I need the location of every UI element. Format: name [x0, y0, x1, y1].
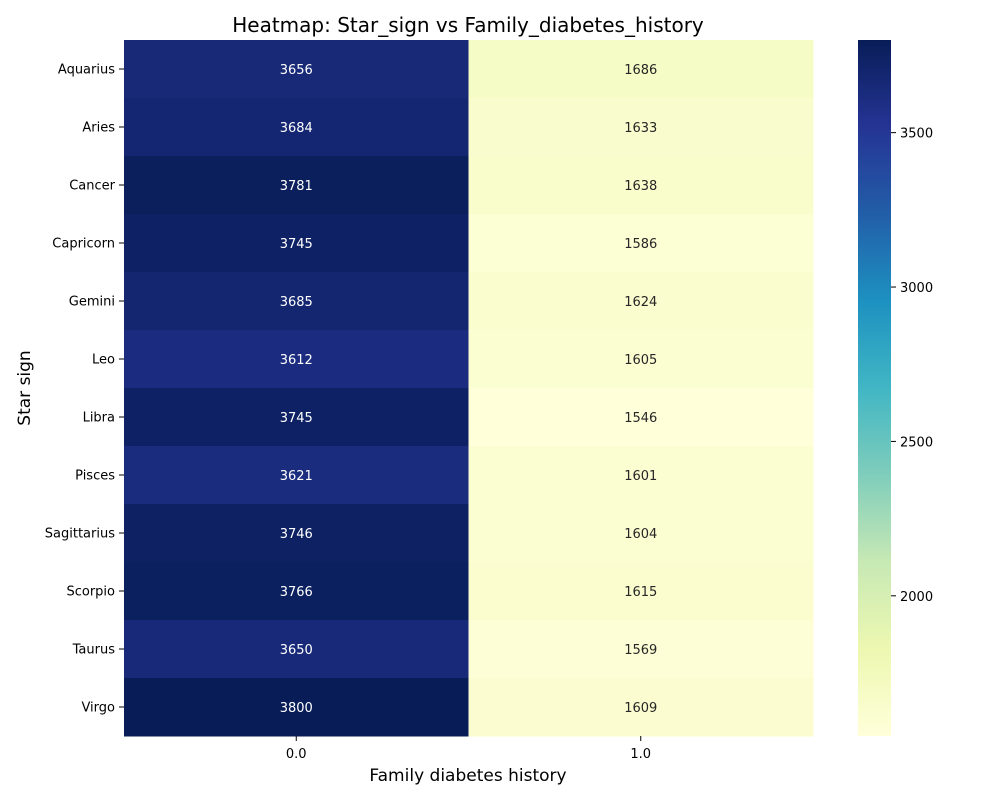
- heatmap-cell: [468, 388, 814, 447]
- y-axis-ticks: Aquarius Aries Cancer Capricorn Gemini Leo Lib…: [45, 63, 124, 716]
- chart-title: Heatmap: Star_sign vs Family_diabetes_hi…: [232, 13, 704, 37]
- cell-value-label: 3766: [280, 585, 313, 600]
- heatmap-cell: [124, 562, 469, 621]
- cell-value-label: 3745: [280, 411, 313, 426]
- cell-value-label: 3612: [280, 353, 313, 368]
- cell-value-label: 1638: [624, 179, 657, 194]
- heatmap-cell: [468, 272, 814, 331]
- y-tick-label: Gemini: [69, 295, 115, 310]
- cell-value-label: 1615: [624, 585, 657, 600]
- heatmap-cell: [468, 446, 814, 505]
- colorbar-tick-label: 2500: [900, 435, 933, 450]
- cell-value-label: 1633: [624, 121, 657, 136]
- heatmap-cell: [468, 214, 814, 273]
- y-tick-label: Capricorn: [52, 237, 115, 252]
- cell-value-label: 1605: [624, 353, 657, 368]
- cell-value-label: 3621: [280, 469, 313, 484]
- heatmap-cell: [124, 272, 469, 331]
- y-tick-label: Aries: [82, 121, 115, 136]
- y-axis-label: Star sign: [15, 350, 35, 425]
- heatmap-cell: [468, 156, 814, 215]
- cell-value-label: 1624: [624, 295, 657, 310]
- heatmap-cell: [124, 98, 469, 157]
- y-tick-label: Cancer: [69, 179, 115, 194]
- x-axis-label: Family diabetes history: [369, 766, 566, 786]
- colorbar-ticks: 2000 2500 3000 3500: [891, 127, 933, 605]
- heatmap-cell: [124, 504, 469, 563]
- heatmap-cell: [124, 156, 469, 215]
- colorbar-tick-label: 3500: [900, 127, 933, 142]
- heatmap-cell: [468, 40, 814, 99]
- y-tick-label: Sagittarius: [45, 527, 115, 542]
- cell-value-label: 3685: [280, 295, 313, 310]
- cell-value-label: 1604: [624, 527, 657, 542]
- cell-value-label: 3650: [280, 643, 313, 658]
- heatmap-cell: [124, 330, 469, 389]
- y-tick-label: Virgo: [81, 701, 115, 716]
- y-tick-label: Scorpio: [66, 585, 115, 600]
- heatmap-cell: [124, 620, 469, 679]
- heatmap-cell: [468, 504, 814, 563]
- colorbar-tick-label: 2000: [900, 590, 933, 605]
- heatmap-cell: [468, 330, 814, 389]
- heatmap-cell: [468, 678, 814, 737]
- cell-value-label: 3745: [280, 237, 313, 252]
- heatmap-cell: [124, 40, 469, 99]
- colorbar: [858, 40, 891, 736]
- y-tick-label: Libra: [83, 411, 115, 426]
- y-tick-label: Pisces: [75, 469, 115, 484]
- cell-value-label: 3800: [280, 701, 313, 716]
- colorbar-tick-label: 3000: [900, 281, 933, 296]
- x-axis-ticks: 0.0 1.0: [286, 736, 651, 762]
- cell-value-label: 1546: [624, 411, 657, 426]
- heatmap-cell: [468, 98, 814, 157]
- cell-annotations: 3656 1686 3684 1633 3781 1638 3745 1586 3685 1624…: [280, 63, 658, 716]
- cell-value-label: 1601: [624, 469, 657, 484]
- heatmap-cell: [468, 562, 814, 621]
- x-tick-label: 1.0: [630, 747, 651, 762]
- cell-value-label: 3684: [280, 121, 313, 136]
- cell-value-label: 3656: [280, 63, 313, 78]
- cell-value-label: 3781: [280, 179, 313, 194]
- heatmap-cell: [124, 446, 469, 505]
- y-tick-label: Aquarius: [58, 63, 115, 78]
- cell-value-label: 1686: [624, 63, 657, 78]
- cell-value-label: 1609: [624, 701, 657, 716]
- heatmap-cell: [124, 388, 469, 447]
- cell-value-label: 3746: [280, 527, 313, 542]
- heatmap-cell: [468, 620, 814, 679]
- heatmap-cell: [124, 678, 469, 737]
- heatmap-cells: [124, 40, 814, 737]
- y-tick-label: Leo: [92, 353, 115, 368]
- cell-value-label: 1569: [624, 643, 657, 658]
- cell-value-label: 1586: [624, 237, 657, 252]
- heatmap-cell: [124, 214, 469, 273]
- y-tick-label: Taurus: [72, 643, 116, 658]
- x-tick-label: 0.0: [286, 747, 307, 762]
